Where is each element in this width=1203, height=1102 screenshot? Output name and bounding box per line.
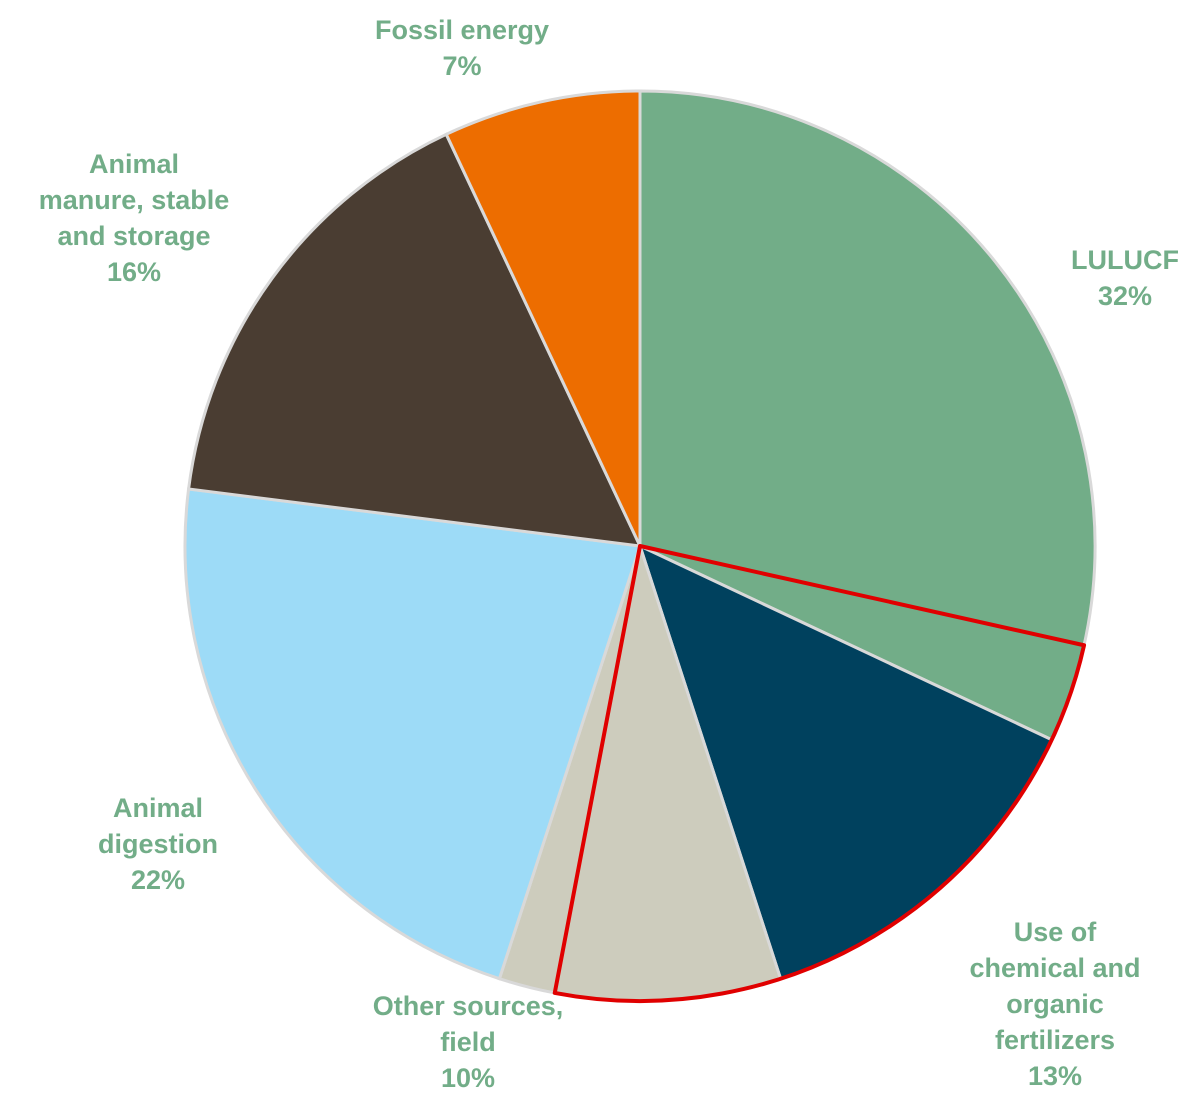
label-lulucf: LULUCF 32% xyxy=(1071,245,1179,311)
pie-slice-7 xyxy=(444,89,642,547)
pie-slice-0 xyxy=(638,89,1097,648)
label-fossil-energy: Fossil energy 7% xyxy=(374,15,550,81)
pie-slice-5 xyxy=(183,487,642,981)
highlight-outline xyxy=(552,544,1087,1003)
pie-slice-6 xyxy=(186,132,643,548)
label-other-sources-field: Other sources, field 10% xyxy=(372,991,564,1093)
label-fertilizers: Use of chemical and organic fertilizers … xyxy=(969,917,1141,1091)
pie-slices xyxy=(183,89,1097,1003)
label-animal-manure: Animal manure, stable and storage 16% xyxy=(38,149,230,287)
label-animal-digestion: Animal digestion 22% xyxy=(98,793,218,895)
